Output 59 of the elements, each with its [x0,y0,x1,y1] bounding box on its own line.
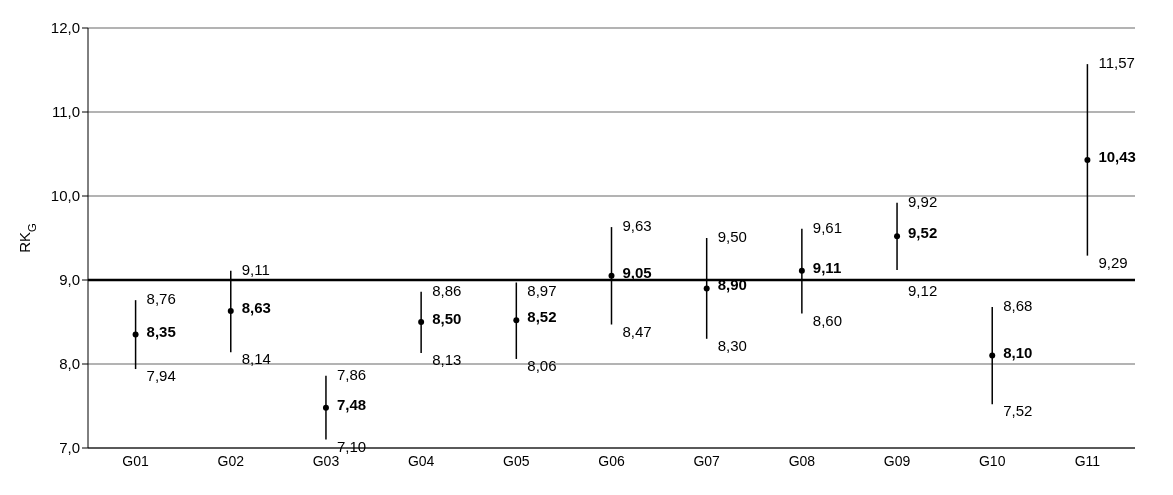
annotation: 8,47 [622,322,652,340]
annotation: 8,30 [717,336,747,354]
x-tick-label: G04 [407,452,435,469]
point [513,317,520,324]
y-tick-label: 8,0 [59,355,80,373]
point [703,285,710,292]
y-tick-label: 11,0 [51,103,80,121]
annotation: 9,29 [1098,253,1128,271]
x-tick-label: G06 [598,452,625,469]
x-tick-label: G07 [693,452,721,469]
point [894,233,901,240]
data-label: 8,50 [432,310,462,327]
x-tick-label: G08 [788,452,816,469]
y-tick-label: 12,0 [50,19,80,37]
point [418,319,425,325]
annotation: 9,11 [241,260,270,278]
data-label: 9,05 [622,263,652,281]
point [1084,156,1091,163]
annotation: 7,94 [146,367,176,385]
point [227,308,234,315]
point [132,331,139,338]
y-tick-label: 9,0 [59,271,80,289]
x-tick-label: G10 [978,452,1006,469]
annotation: 9,61 [812,218,843,236]
annotation: 9,63 [622,217,652,235]
annotation: 8,13 [432,351,462,369]
annotation: 8,68 [1003,296,1033,314]
x-tick-label: G01 [122,452,150,469]
annotation: 8,76 [146,290,176,308]
annotation: 9,50 [717,228,747,245]
annotation: 8,60 [812,311,843,329]
point [608,272,615,279]
data-label: 8,63 [241,299,271,317]
data-label: 9,52 [908,224,938,242]
point [989,352,996,359]
x-tick-label: G02 [217,452,245,469]
annotation: 7,86 [336,365,367,383]
data-label: 9,11 [812,258,842,276]
data-label: 7,48 [336,395,367,413]
annotation: 7,52 [1003,402,1033,420]
data-label: 8,35 [146,322,176,340]
point [798,267,805,274]
y-tick-label: 7,0 [59,439,80,457]
annotation: 8,06 [527,356,557,374]
data-label: 8,10 [1003,343,1033,361]
annotation: 8,86 [432,281,462,299]
annotation: 8,97 [527,282,557,299]
x-tick-label: G09 [883,452,911,469]
data-label: 10,43 [1098,147,1136,165]
data-label: 8,52 [527,308,557,326]
x-tick-label: G05 [503,452,530,469]
point [322,404,329,411]
x-tick-label: G03 [312,452,340,469]
x-tick-label: G11 [1074,452,1101,469]
annotation: 11,57 [1098,54,1135,72]
annotation: 9,92 [908,192,938,210]
annotation: 9,12 [908,282,938,299]
annotation: 8,14 [241,350,271,368]
y-tick-label: 10,0 [50,187,80,205]
